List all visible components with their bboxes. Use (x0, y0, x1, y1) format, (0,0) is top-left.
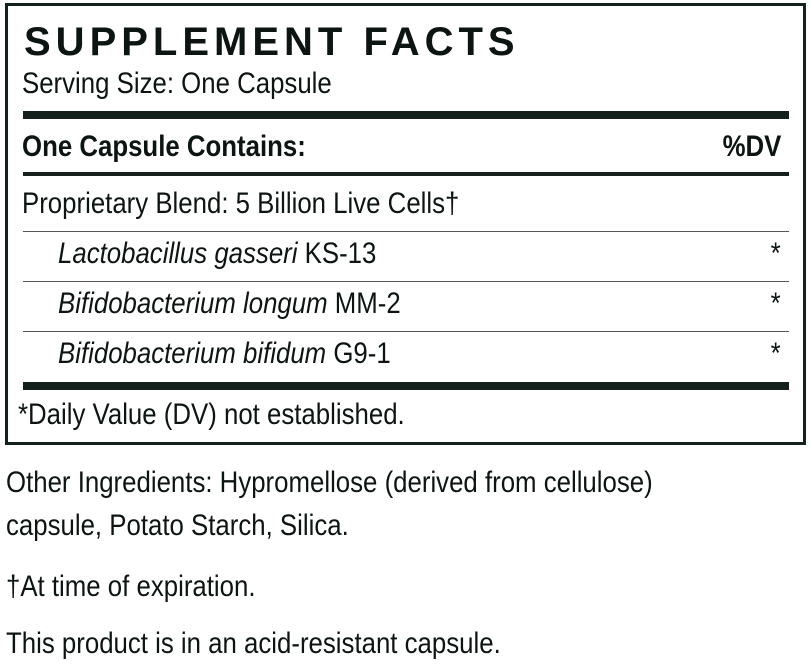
supplement-facts-panel: SUPPLEMENT FACTS Serving Size: One Capsu… (5, 3, 806, 445)
medium-divider (23, 172, 789, 176)
ingredient-dv: * (770, 287, 781, 320)
other-ingredients-line-2: capsule, Potato Starch, Silica. (6, 509, 349, 542)
ingredient-dv: * (770, 237, 781, 270)
thick-divider (23, 111, 789, 119)
thin-divider (23, 231, 789, 232)
header-contains: One Capsule Contains: (22, 130, 306, 163)
expiration-note: †At time of expiration. (6, 570, 256, 603)
thin-divider (23, 281, 789, 282)
ingredient-name: Lactobacillus gasseri (58, 237, 298, 270)
serving-size: Serving Size: One Capsule (22, 67, 332, 100)
capsule-note: This product is in an acid-resistant cap… (6, 627, 501, 660)
ingredient-strain: G9-1 (333, 337, 391, 370)
other-ingredients-line-1: Other Ingredients: Hypromellose (derived… (6, 466, 653, 499)
thin-divider (23, 331, 789, 332)
ingredient-strain: KS-13 (304, 237, 377, 270)
ingredient-name: Bifidobacterium bifidum (58, 337, 327, 370)
ingredient-name: Bifidobacterium longum (58, 287, 328, 320)
header-dv: %DV (722, 130, 781, 163)
ingredient-dv: * (770, 337, 781, 370)
proprietary-blend: Proprietary Blend: 5 Billion Live Cells† (22, 187, 460, 220)
thick-divider (23, 382, 789, 390)
ingredient-strain: MM-2 (334, 287, 401, 320)
panel-title: SUPPLEMENT FACTS (24, 20, 520, 64)
dv-footnote: *Daily Value (DV) not established. (18, 398, 405, 431)
